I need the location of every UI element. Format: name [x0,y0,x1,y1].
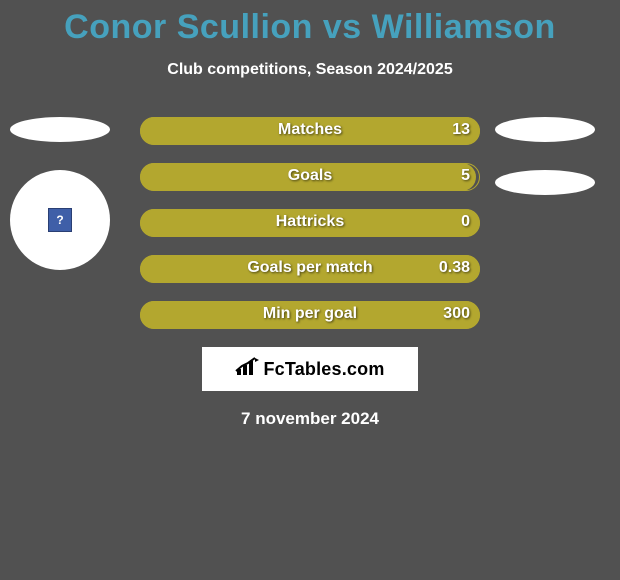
stat-bar-label: Goals [140,167,480,185]
stat-bar: Goals5 [140,163,480,191]
chart-icon [235,357,261,382]
stat-bar-value: 13 [452,121,470,139]
brand-badge[interactable]: FcTables.com [202,347,418,391]
badge-glyph: ? [56,213,63,227]
subtitle: Club competitions, Season 2024/2025 [0,61,620,79]
stat-bar-value: 0 [461,213,470,231]
stat-bars: Matches13 Goals5 Hattricks0 Goals per match… [140,117,480,329]
player-left-name-oval [10,117,110,142]
stat-bar-label: Matches [140,121,480,139]
player-right-column [495,117,610,195]
player-left-badge: ? [10,170,110,270]
page-title: Conor Scullion vs Williamson [0,0,620,47]
stat-bar: Matches13 [140,117,480,145]
stat-bar-value: 300 [443,305,470,323]
stat-bar-value: 0.38 [439,259,470,277]
stat-bar-label: Hattricks [140,213,480,231]
stat-bar: Goals per match0.38 [140,255,480,283]
stat-bar-label: Min per goal [140,305,480,323]
player-right-badge-oval [495,170,595,195]
comparison-content: ? Matches13 Goals5 Hattricks0 Goals per mat… [0,117,620,429]
stat-bar: Min per goal300 [140,301,480,329]
stat-bar-value: 5 [461,167,470,185]
stat-bar-label: Goals per match [140,259,480,277]
unknown-badge-icon: ? [48,208,72,232]
player-left-column: ? [10,117,125,270]
stat-bar: Hattricks0 [140,209,480,237]
player-right-name-oval [495,117,595,142]
date-text: 7 november 2024 [0,409,620,429]
brand-text: FcTables.com [263,359,384,380]
